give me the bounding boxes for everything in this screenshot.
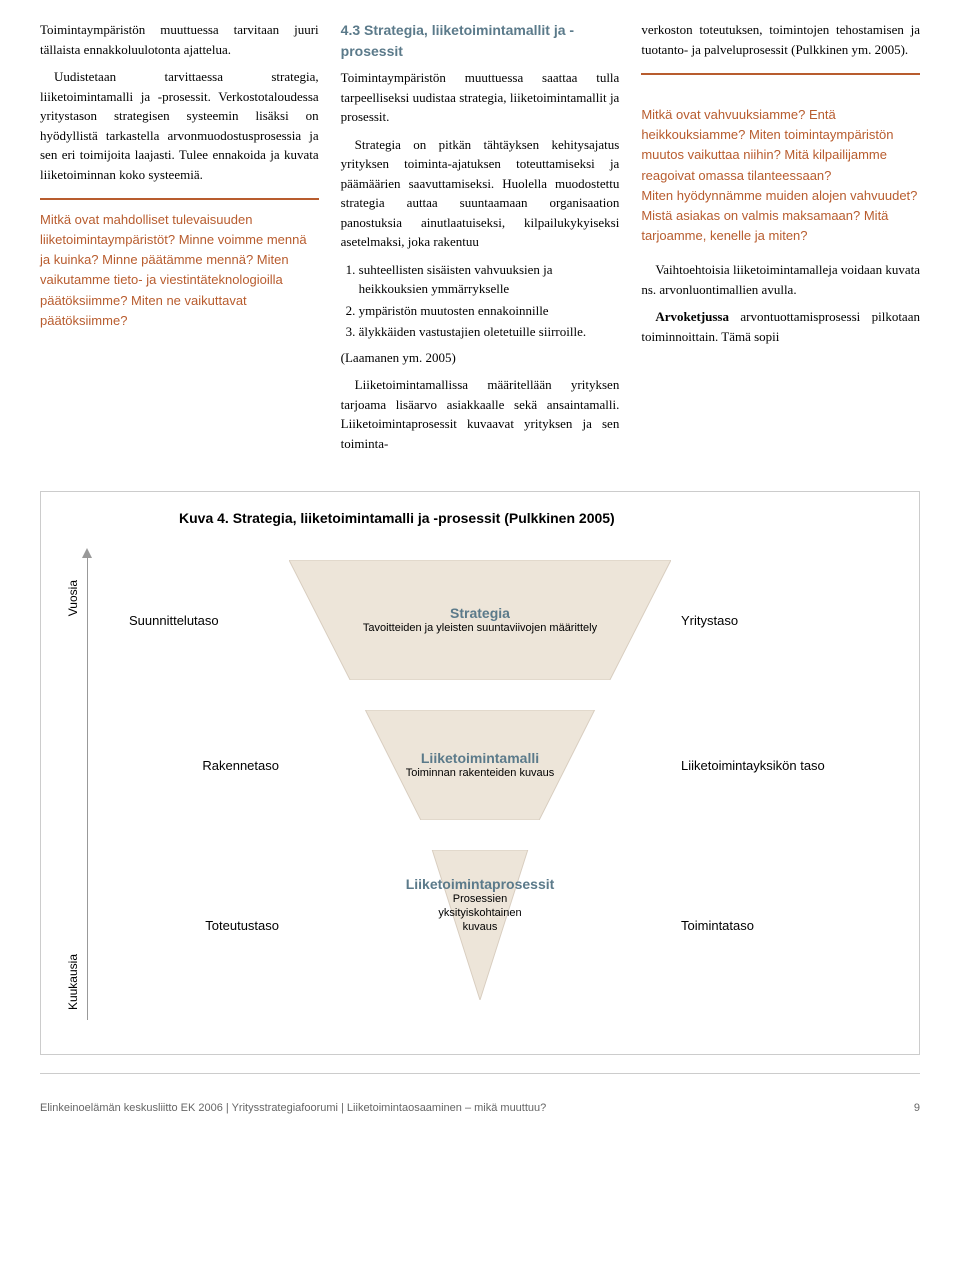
diagram: Vuosia Kuukausia Suunnittelutaso Strateg… xyxy=(69,550,891,1030)
c2-p1: Toimintaympäristön muuttuessa saattaa tu… xyxy=(341,68,620,127)
c3-p2: Vaihtoehtoisia liiketoimintamalleja void… xyxy=(641,260,920,299)
triangle: Suunnittelutaso Strategia Tavoitteiden j… xyxy=(129,550,871,1030)
page-footer: Elinkeinoelämän keskusliitto EK 2006 | Y… xyxy=(40,1102,920,1114)
column-3: verkoston toteutuksen, toimintojen tehos… xyxy=(641,20,920,461)
trap-title-1: Strategia xyxy=(363,605,597,621)
y-label-top: Vuosia xyxy=(66,580,80,616)
trap-sub-2: Toiminnan rakenteiden kuvaus xyxy=(406,766,555,780)
left-label-3: Toteutustaso xyxy=(129,918,279,933)
layer-1: Suunnittelutaso Strategia Tavoitteiden j… xyxy=(129,560,871,680)
layer-2: Rakennetaso Liiketoimintamalli Toiminnan… xyxy=(129,710,871,820)
right-label-1: Yritystaso xyxy=(681,613,871,628)
layer-3: Toteutustaso Liiketoimintaprosessit Pros… xyxy=(129,850,871,1000)
c2-p3: Liiketoimintamallissa määritellään yrity… xyxy=(341,375,620,453)
trap-sub-3: Prosessien yksityiskohtainen kuvaus xyxy=(425,892,535,935)
c1-p1: Toimintaympäristön muuttuessa tarvitaan … xyxy=(40,20,319,59)
footer-divider xyxy=(40,1073,920,1074)
trap-title-2: Liiketoimintamalli xyxy=(406,750,555,766)
column-2: 4.3 Strategia, liiketoimintamallit ja -p… xyxy=(341,20,620,461)
left-label-2: Rakennetaso xyxy=(129,758,279,773)
trap-2: Liiketoimintamalli Toiminnan rakenteiden… xyxy=(289,710,671,820)
callout-left-text: Mitkä ovat mahdolliset tulevaisuuden lii… xyxy=(40,212,307,328)
text-columns: Toimintaympäristön muuttuessa tarvitaan … xyxy=(40,20,920,461)
left-label-1: Suunnittelutaso xyxy=(129,613,279,628)
trap-sub-1: Tavoitteiden ja yleisten suuntaviivojen … xyxy=(363,621,597,635)
callout-right: Mitkä ovat vahvuuksiamme? Entä heikkouks… xyxy=(641,73,920,246)
list-item: älykkäiden vastustajien oletetuille siir… xyxy=(359,322,620,342)
c2-p2: Strategia on pitkän tähtäyksen kehitysaj… xyxy=(341,135,620,252)
trap-title-3: Liiketoimintaprosessit xyxy=(406,876,555,892)
figure-title: Kuva 4. Strategia, liiketoimintamalli ja… xyxy=(179,510,891,526)
y-label-bottom: Kuukausia xyxy=(66,954,80,1010)
column-1: Toimintaympäristön muuttuessa tarvitaan … xyxy=(40,20,319,461)
callout-right-text: Mitkä ovat vahvuuksiamme? Entä heikkouks… xyxy=(641,107,917,243)
footer-text: Elinkeinoelämän keskusliitto EK 2006 | Y… xyxy=(40,1102,546,1114)
numbered-list: suhteellisten sisäisten vahvuuksien ja h… xyxy=(341,260,620,342)
list-item: suhteellisten sisäisten vahvuuksien ja h… xyxy=(359,260,620,299)
right-label-2: Liiketoimintayksikön taso xyxy=(681,758,871,773)
page-number: 9 xyxy=(914,1102,920,1114)
figure-4: Kuva 4. Strategia, liiketoimintamalli ja… xyxy=(40,491,920,1055)
axis-line xyxy=(87,550,88,1020)
c3-p3: Arvoketjussa arvontuottamisprosessi pilk… xyxy=(641,307,920,346)
trap-3: Liiketoimintaprosessit Prosessien yksity… xyxy=(289,850,671,1000)
section-heading: 4.3 Strategia, liiketoimintamallit ja -p… xyxy=(341,20,620,62)
right-label-3: Toimintataso xyxy=(681,918,871,933)
callout-left: Mitkä ovat mahdolliset tulevaisuuden lii… xyxy=(40,198,319,331)
list-item: ympäristön muutosten ennakoinnille xyxy=(359,301,620,321)
c3-p1: verkoston toteutuksen, toimintojen tehos… xyxy=(641,20,920,59)
trap-1: Strategia Tavoitteiden ja yleisten suunt… xyxy=(289,560,671,680)
c1-p2: Uudistetaan tarvittaessa strategia, liik… xyxy=(40,67,319,184)
c2-cite: (Laamanen ym. 2005) xyxy=(341,348,620,368)
